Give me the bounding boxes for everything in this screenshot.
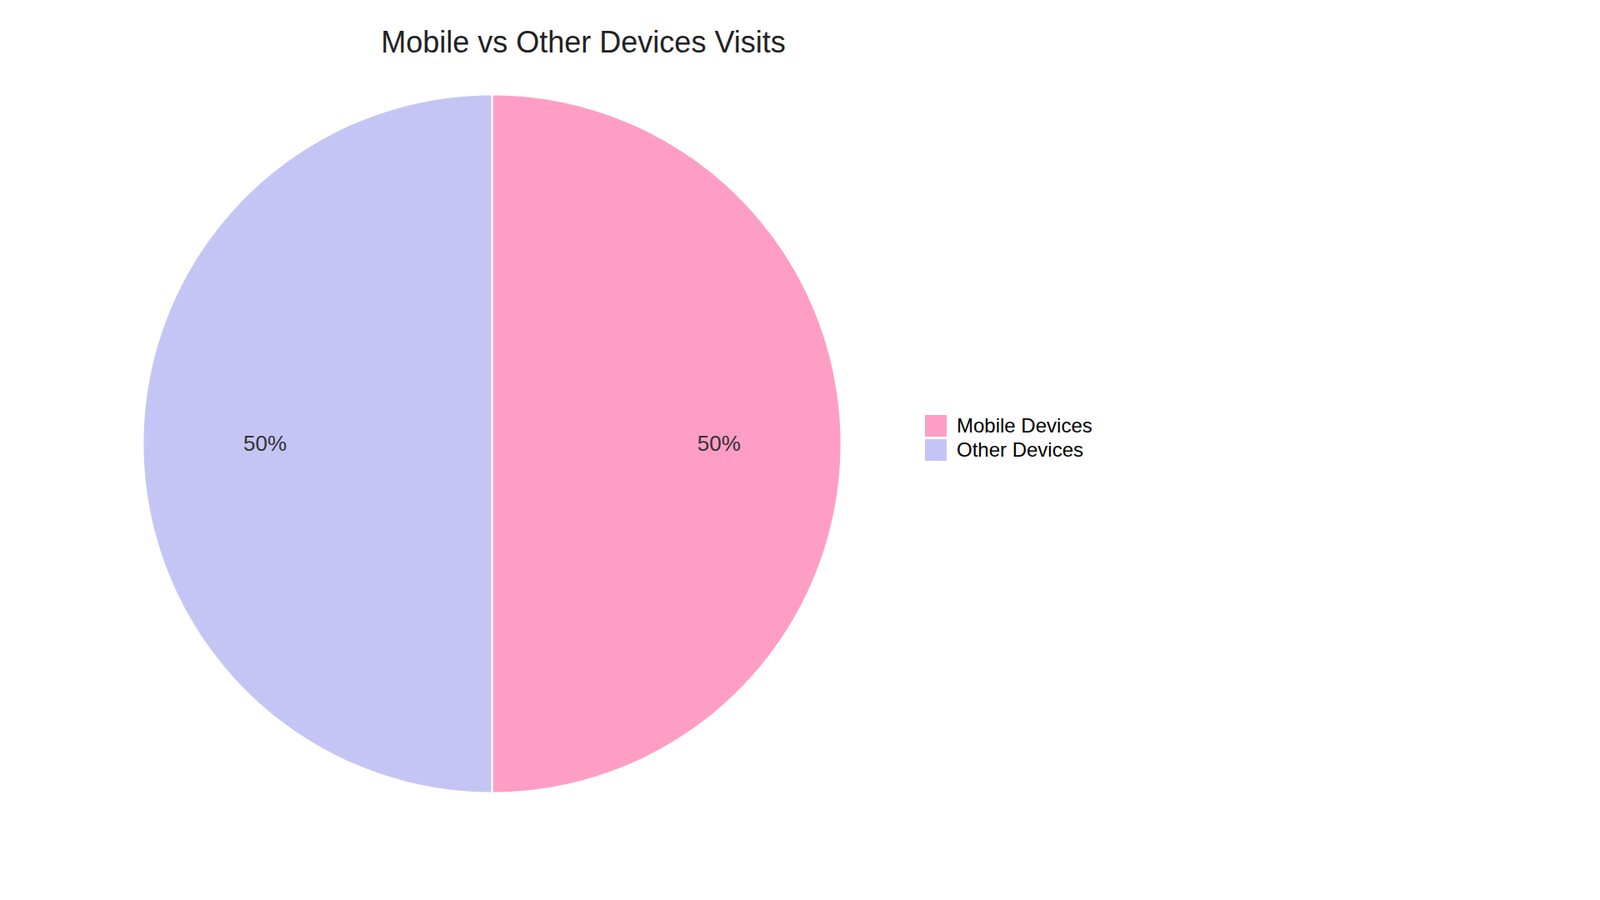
svg-text:50%: 50% bbox=[697, 430, 741, 456]
html-text:Mobile Devices: Mobile Devices bbox=[956, 414, 1093, 437]
svg-text:50%: 50% bbox=[243, 430, 287, 456]
html-text:Mobile vs Other Devices Visits: Mobile vs Other Devices Visits bbox=[381, 25, 786, 60]
html-text:Other Devices: Other Devices bbox=[956, 438, 1084, 461]
